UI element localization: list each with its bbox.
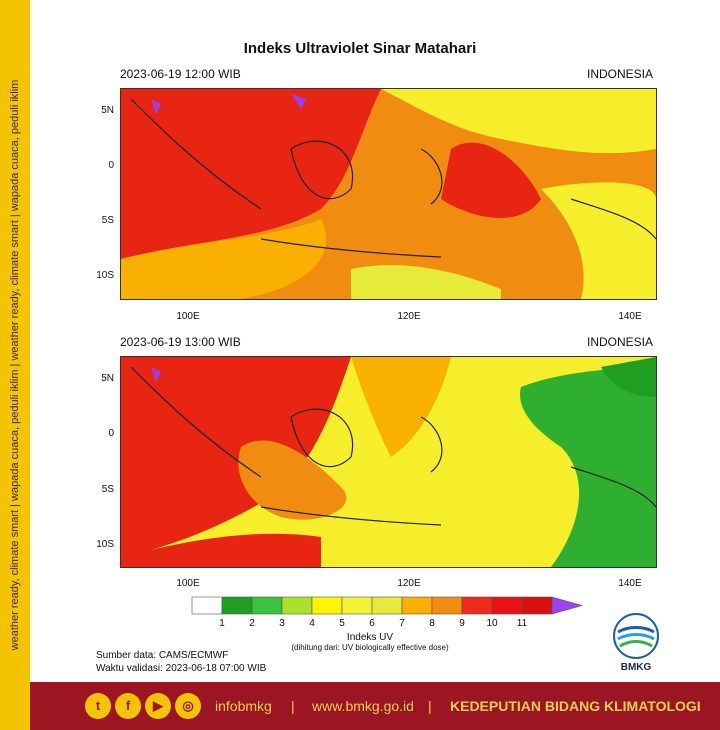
colorbar-cell	[191, 596, 223, 615]
panel1-lon-140e: 140E	[618, 311, 642, 322]
footer-separator-2: |	[428, 698, 432, 714]
panel2-lat-10s: 10S	[96, 539, 114, 550]
uv-map-1300	[120, 356, 657, 568]
colorbar-cell	[221, 596, 253, 615]
uv-colorbar	[191, 596, 584, 615]
colorbar-cell	[341, 596, 373, 615]
legend-tick-label: 4	[309, 618, 315, 629]
bmkg-logo	[613, 613, 659, 659]
panel2-lat-5n: 5N	[101, 373, 114, 384]
footer-bar: t f ▶ ◎ infobmkg | www.bmkg.go.id | KEDE…	[30, 682, 720, 730]
twitter-icon[interactable]: t	[85, 693, 111, 719]
legend-tick-label: 8	[429, 618, 435, 629]
side-banner-text: weather ready, climate smart | wapada cu…	[9, 79, 21, 651]
panel2-lat-5s: 5S	[101, 484, 114, 495]
uv-map-1200	[120, 88, 657, 300]
side-banner: weather ready, climate smart | wapada cu…	[0, 0, 30, 730]
youtube-icon[interactable]: ▶	[145, 693, 171, 719]
colorbar-cell	[491, 596, 523, 615]
legend-tick-label: 2	[249, 618, 255, 629]
panel2-datetime: 2023-06-19 13:00 WIB	[120, 335, 241, 349]
colorbar-cell	[281, 596, 313, 615]
colorbar-cell	[431, 596, 463, 615]
panel2-lon-120e: 120E	[397, 578, 421, 589]
panel2-lon-100e: 100E	[176, 578, 200, 589]
legend-tick-label: 10	[486, 618, 498, 629]
footer-separator-1: |	[291, 698, 295, 714]
colorbar-cell	[311, 596, 343, 615]
facebook-icon[interactable]: f	[115, 693, 141, 719]
bmkg-logo-text: BMKG	[620, 662, 652, 673]
website-link[interactable]: www.bmkg.go.id	[312, 698, 414, 714]
legend-tick-label: 7	[399, 618, 405, 629]
social-handle[interactable]: infobmkg	[215, 698, 272, 714]
colorbar-extension-triangle	[551, 596, 584, 615]
colorbar-cell	[371, 596, 403, 615]
data-source: Sumber data: CAMS/ECMWF	[96, 650, 229, 661]
panel1-lon-100e: 100E	[176, 311, 200, 322]
colorbar-cell	[401, 596, 433, 615]
colorbar-cell	[461, 596, 493, 615]
legend-title: Indeks UV	[346, 632, 394, 643]
panel1-lat-10s: 10S	[96, 270, 114, 281]
panel1-lat-0: 0	[108, 160, 114, 171]
legend-tick-label: 9	[459, 618, 465, 629]
panel1-lon-120e: 120E	[397, 311, 421, 322]
legend-tick-label: 3	[279, 618, 285, 629]
panel2-region: INDONESIA	[587, 335, 654, 349]
page-title: Indeks Ultraviolet Sinar Matahari	[243, 40, 477, 57]
instagram-icon[interactable]: ◎	[175, 693, 201, 719]
colorbar-cell	[251, 596, 283, 615]
panel2-lon-140e: 140E	[618, 578, 642, 589]
panel1-lat-5n: 5N	[101, 105, 114, 116]
panel1-datetime: 2023-06-19 12:00 WIB	[120, 67, 241, 81]
legend-subtitle: (dihitung dari: UV biologically effectiv…	[291, 643, 449, 652]
legend-tick-label: 5	[339, 618, 345, 629]
panel2-lat-0: 0	[108, 428, 114, 439]
panel1-region: INDONESIA	[587, 67, 654, 81]
legend-tick-label: 11	[516, 618, 528, 629]
department-name: KEDEPUTIAN BIDANG KLIMATOLOGI	[450, 698, 701, 714]
panel1-lat-5s: 5S	[101, 215, 114, 226]
legend-tick-label: 1	[219, 618, 225, 629]
legend-tick-label: 6	[369, 618, 375, 629]
colorbar-cell	[521, 596, 553, 615]
validity-time: Waktu validasi: 2023-06-18 07:00 WIB	[96, 663, 267, 674]
